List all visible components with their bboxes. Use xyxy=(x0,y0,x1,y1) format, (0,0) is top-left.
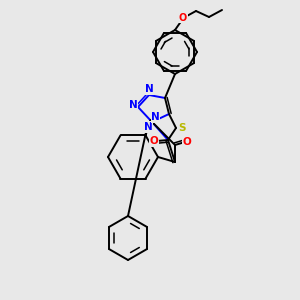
Text: N: N xyxy=(129,100,137,110)
Text: O: O xyxy=(179,13,187,23)
Text: N: N xyxy=(145,84,153,94)
Text: N: N xyxy=(151,112,160,122)
Text: O: O xyxy=(150,136,158,146)
Text: S: S xyxy=(178,123,186,133)
Text: O: O xyxy=(183,137,191,147)
Text: N: N xyxy=(144,122,152,132)
